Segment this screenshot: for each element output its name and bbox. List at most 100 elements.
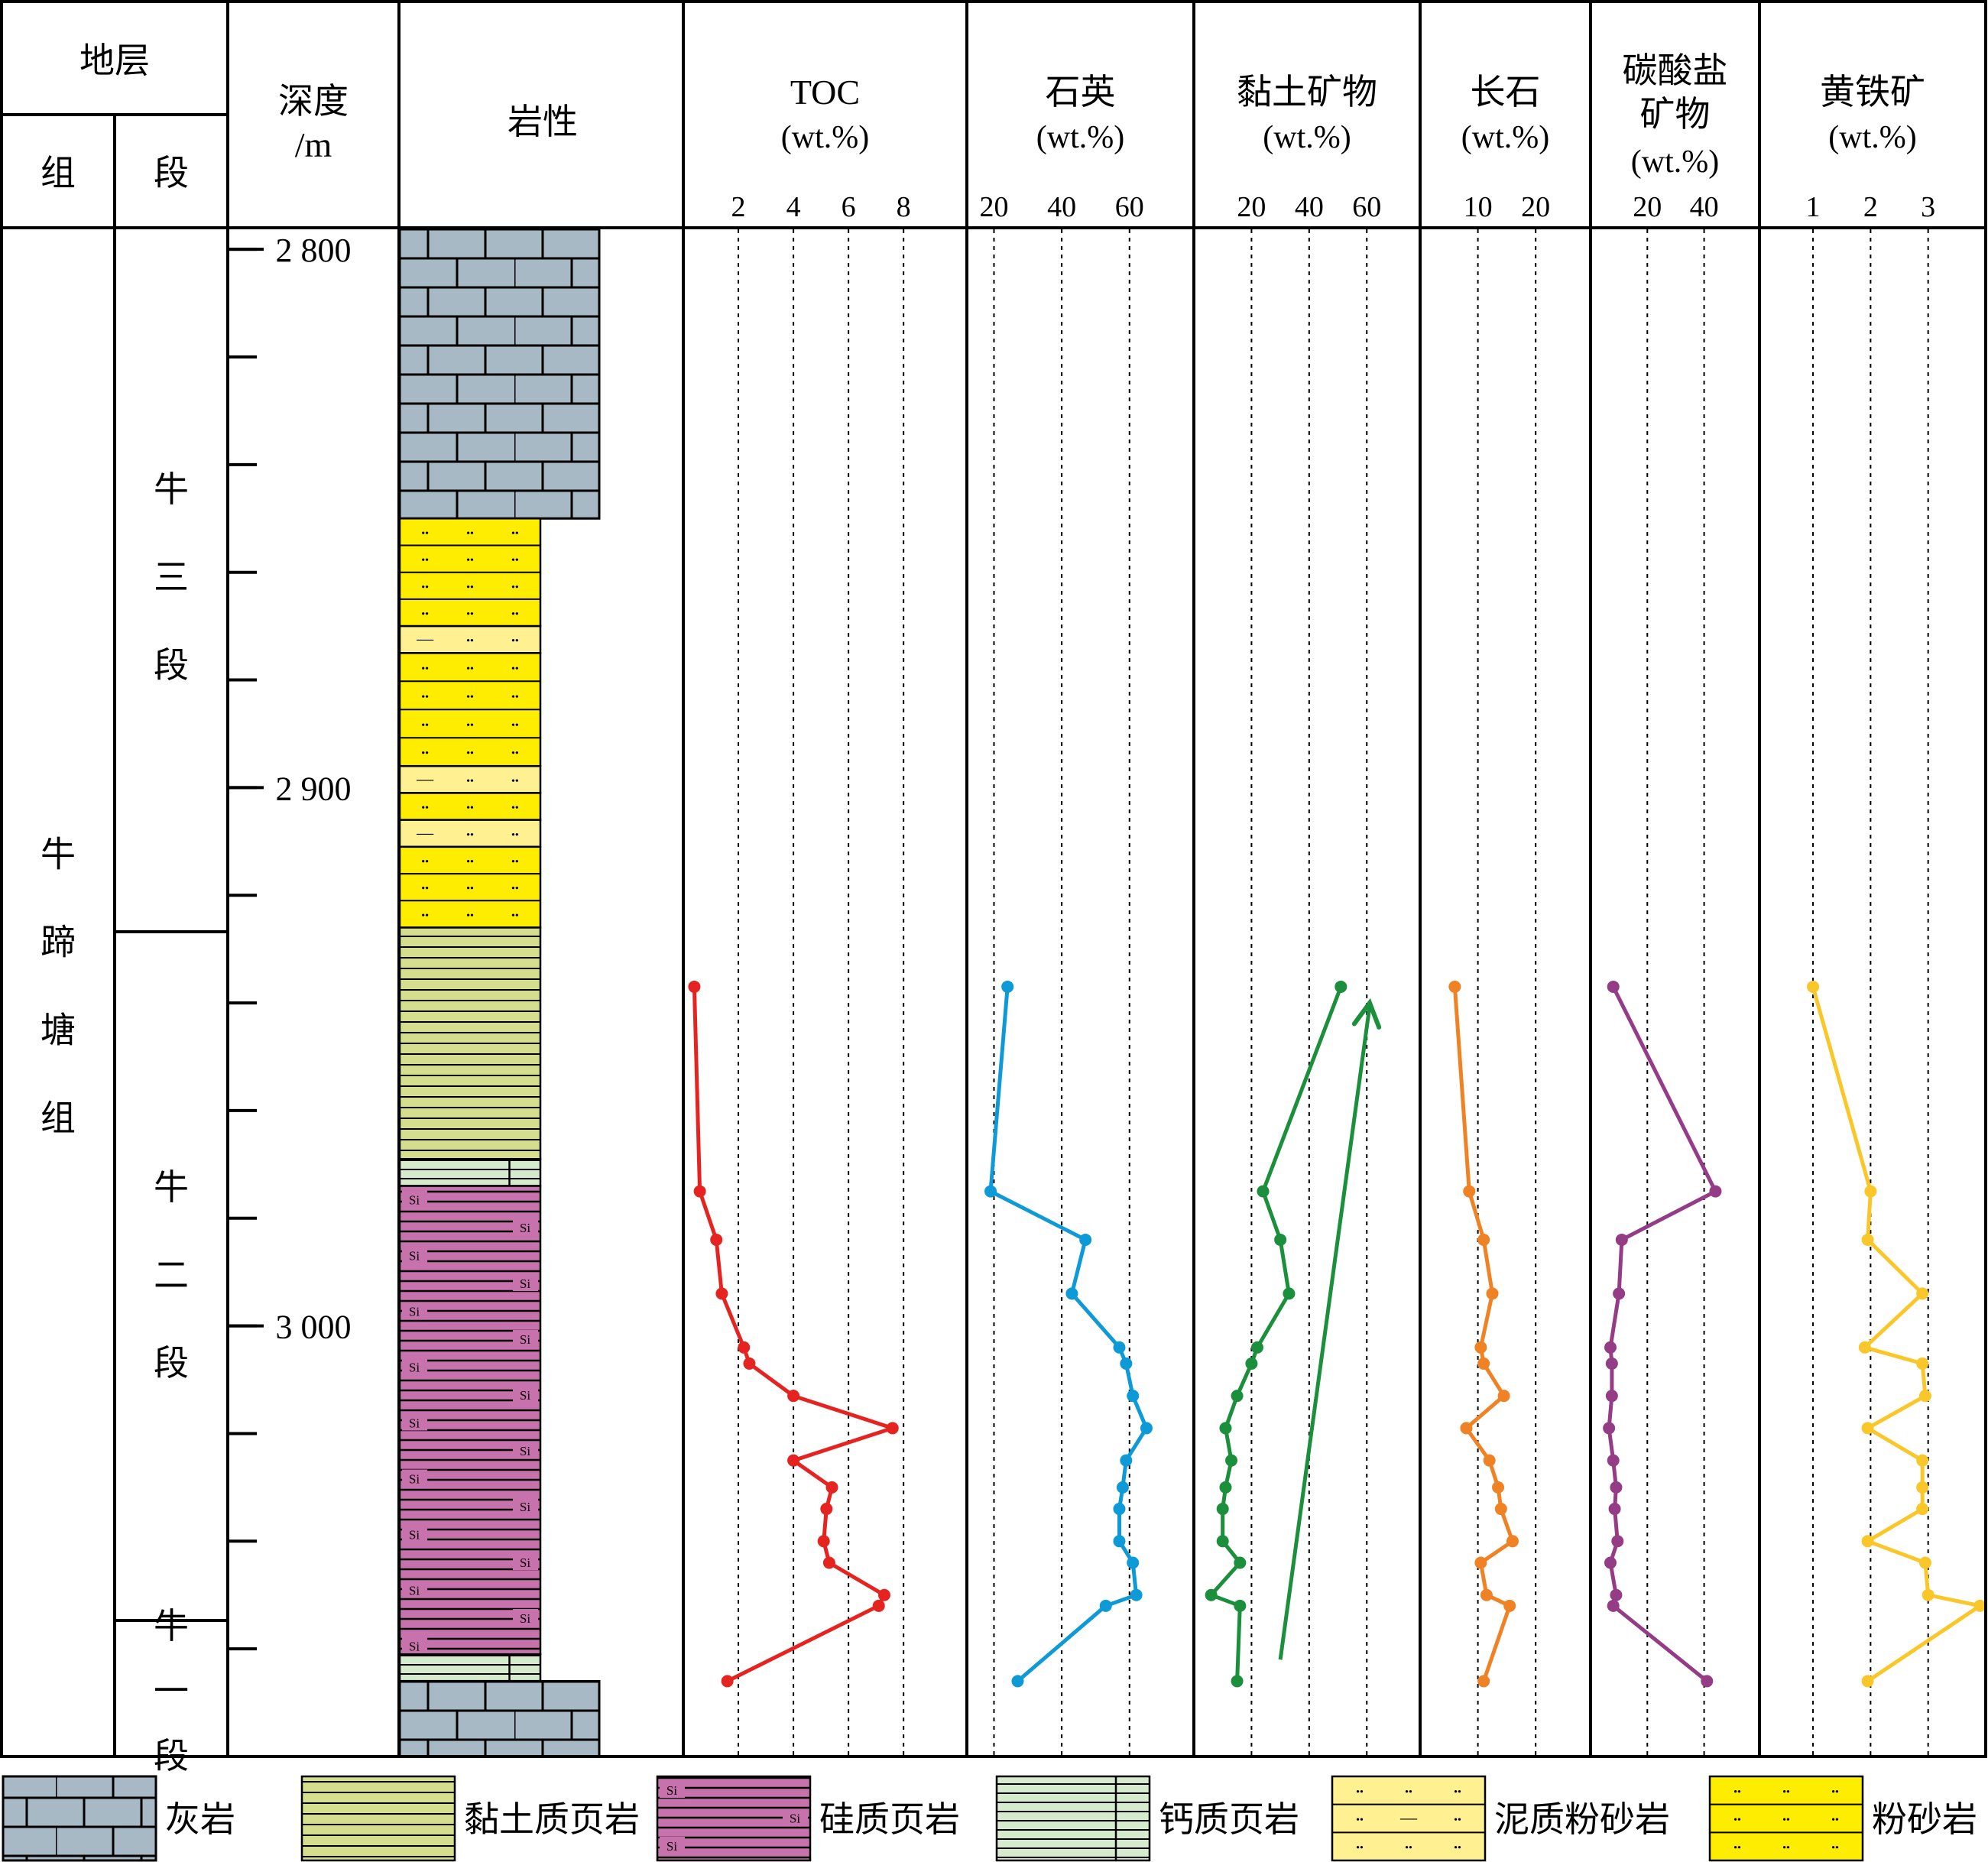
- data-point: [1613, 1287, 1626, 1300]
- data-point: [1494, 1503, 1507, 1516]
- data-point: [1127, 1556, 1140, 1569]
- legend-label: 钙质页岩: [1159, 1799, 1299, 1840]
- track-unit: (wt.%): [1263, 120, 1351, 155]
- data-point: [1916, 1503, 1929, 1516]
- silt-dots-symbol: ••: [1356, 1815, 1364, 1826]
- curve-toc: [688, 980, 899, 1688]
- silt-dots-symbol: ••: [421, 910, 429, 922]
- strat-char: 二: [154, 1254, 189, 1296]
- silt-dots-symbol: ••: [1405, 1786, 1412, 1798]
- header-lithology: 岩性: [508, 101, 578, 142]
- track-tick-label: 20: [979, 191, 1008, 223]
- silt-dots-symbol: ••: [511, 609, 519, 621]
- data-point: [1605, 1357, 1618, 1370]
- si-symbol: Si: [520, 1611, 530, 1626]
- curve-carbonate: [1603, 980, 1722, 1688]
- lith-muddy-siltstone: — •• ••: [398, 819, 542, 848]
- lith-calcareous-shale: [398, 1158, 542, 1187]
- si-label-bg: [660, 1837, 685, 1854]
- data-point: [1120, 1454, 1133, 1467]
- silt-dots-symbol: ••: [1782, 1843, 1790, 1854]
- legend-item-clay-shale: 黏土质页岩: [300, 1775, 640, 1862]
- track-title: 矿物: [1640, 93, 1711, 135]
- data-point: [1225, 1454, 1238, 1467]
- silt-dots-symbol: ••: [511, 884, 519, 895]
- data-point: [738, 1341, 751, 1354]
- data-point: [1065, 1287, 1078, 1300]
- silt-dots-symbol: ••: [511, 692, 519, 703]
- header-depth-unit: /m: [295, 125, 332, 164]
- data-point: [1448, 980, 1461, 993]
- silt-dots-symbol: ••: [1356, 1786, 1364, 1798]
- data-point: [1916, 1454, 1929, 1467]
- lith-muddy-siltstone: — •• ••: [398, 624, 542, 654]
- strat-char: 牛: [154, 469, 189, 510]
- si-label-bg: [402, 1302, 427, 1319]
- member-3-label: 牛三段: [154, 469, 189, 686]
- si-label-bg: [513, 1386, 538, 1403]
- curve-line: [692, 986, 895, 1683]
- lith-siltstone: •• •• •• •• •• •• •• •• •• •• •• ••: [398, 652, 542, 767]
- data-point: [1916, 1357, 1929, 1370]
- si-label-bg: [513, 1609, 538, 1627]
- data-point: [710, 1233, 723, 1246]
- track-tick-label: 40: [1690, 191, 1719, 223]
- si-symbol: Si: [520, 1500, 530, 1514]
- lith-siltstone: •• •• •• •• •• •• •• •• ••: [398, 845, 542, 929]
- track-tick-label: 3: [1921, 191, 1935, 223]
- header-member: 段: [154, 152, 189, 193]
- header-formation: 组: [41, 152, 76, 193]
- legend-item-muddy-siltstone: •• •• •• •• — •• •• •• •• 泥质粉砂岩: [1331, 1775, 1670, 1862]
- si-symbol: Si: [520, 1221, 530, 1235]
- data-point: [886, 1422, 899, 1435]
- data-point: [1503, 1599, 1516, 1612]
- silt-dots-symbol: ••: [511, 720, 519, 732]
- data-point: [1480, 1588, 1493, 1601]
- si-label-bg: [402, 1637, 427, 1654]
- data-point: [1127, 1390, 1140, 1403]
- header-2: 石英 (wt.%) 20 40 60: [979, 71, 1143, 223]
- si-label-bg: [513, 1497, 538, 1515]
- silt-dots-symbol: ••: [1454, 1815, 1461, 1826]
- track-unit: (wt.%): [1461, 120, 1549, 155]
- silt-dots-symbol: ••: [466, 692, 474, 703]
- silt-dots-symbol: ••: [511, 803, 519, 814]
- muddy-siltstone-fill: [1331, 1775, 1487, 1862]
- data-point: [1079, 1233, 1092, 1246]
- curve-line: [1811, 986, 1982, 1683]
- si-label-bg: [513, 1442, 538, 1459]
- silt-dots-symbol: ••: [466, 856, 474, 868]
- header-6: 黄铁矿 (wt.%) 1 2 3: [1806, 71, 1936, 223]
- calcareous-shale-fill: [398, 1158, 542, 1187]
- silt-dots-symbol: ••: [511, 748, 519, 760]
- silt-dots-symbol: ••: [1733, 1843, 1741, 1854]
- muddy-siltstone-fill: [398, 819, 542, 848]
- data-point: [1607, 980, 1620, 993]
- si-label-bg: [402, 1469, 427, 1487]
- data-point: [1274, 1233, 1287, 1246]
- strat-char: 段: [154, 1342, 189, 1384]
- data-point: [1864, 1185, 1877, 1198]
- silt-dots-symbol: ••: [421, 555, 429, 566]
- clay-dash-symbol: —: [416, 822, 434, 842]
- muddy-siltstone-fill: [398, 624, 542, 654]
- silt-dots-symbol: ••: [1454, 1786, 1461, 1798]
- legend-label: 黏土质页岩: [464, 1799, 640, 1840]
- track-tick-label: 2: [731, 191, 746, 223]
- data-point: [1483, 1454, 1496, 1467]
- column-headers: 地层 组 段 深度 /m 岩性: [41, 40, 578, 193]
- silt-dots-symbol: ••: [511, 856, 519, 868]
- clay-shale-fill: [300, 1775, 456, 1862]
- track-title: TOC: [790, 73, 860, 112]
- silt-dots-symbol: ••: [421, 663, 429, 675]
- si-symbol: Si: [409, 1416, 420, 1431]
- silt-dots-symbol: ••: [421, 609, 429, 621]
- data-point: [1460, 1422, 1473, 1435]
- si-label-bg: [402, 1581, 427, 1598]
- data-point: [1113, 1535, 1126, 1548]
- limestone-fill: [398, 226, 601, 520]
- si-label-bg: [402, 1413, 427, 1431]
- silt-dots-symbol: ••: [1733, 1786, 1741, 1798]
- mineral-headers: TOC (wt.%) 2 4 6 8 石英 (wt.%) 20 40 60 黏土矿物 (wt.%) 20 4…: [731, 50, 1936, 223]
